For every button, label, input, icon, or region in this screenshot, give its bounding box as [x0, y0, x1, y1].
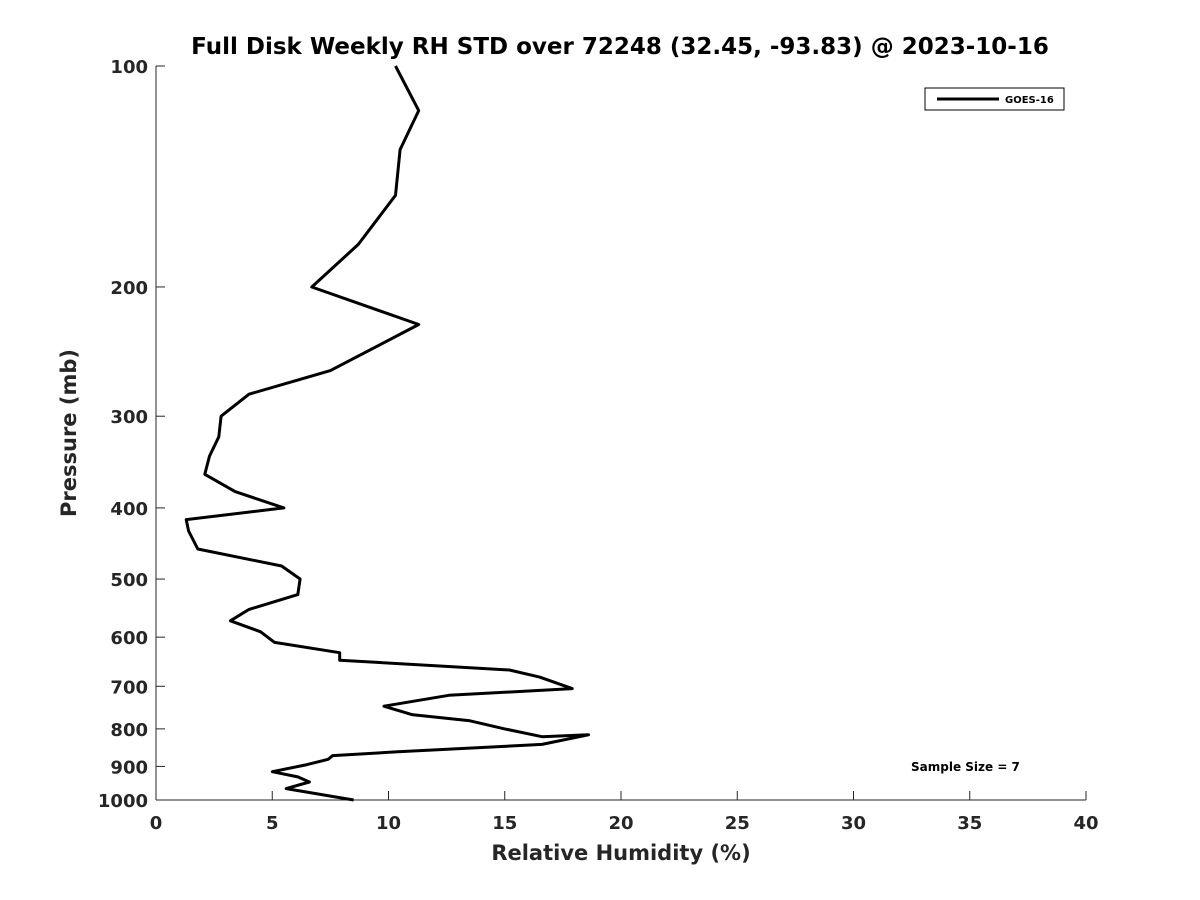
y-ticks: 100 200 300 400 500 600 700 800 900 1000 — [98, 57, 165, 812]
y-tick-label: 600 — [110, 628, 148, 649]
x-tick-label: 20 — [608, 813, 633, 834]
y-tick-label: 900 — [110, 757, 148, 778]
y-tick-label: 1000 — [98, 791, 148, 812]
x-axis-label: Relative Humidity (%) — [491, 841, 750, 865]
x-tick-label: 0 — [150, 813, 163, 834]
y-tick-label: 800 — [110, 720, 148, 741]
x-tick-label: 10 — [376, 813, 401, 834]
x-tick-label: 15 — [492, 813, 517, 834]
x-tick-label: 25 — [725, 813, 750, 834]
x-ticks: 0 5 10 15 20 25 30 35 40 — [150, 791, 1099, 834]
y-tick-label: 700 — [110, 677, 148, 698]
y-tick-label: 300 — [110, 407, 148, 428]
sample-size-annotation: Sample Size = 7 — [911, 760, 1020, 774]
x-tick-label: 35 — [957, 813, 982, 834]
x-tick-label: 5 — [266, 813, 279, 834]
y-axis-label: Pressure (mb) — [57, 349, 81, 517]
y-tick-label: 100 — [110, 57, 148, 78]
series-line-goes-16 — [184, 65, 590, 802]
x-tick-label: 30 — [841, 813, 866, 834]
x-tick-label: 40 — [1073, 813, 1098, 834]
legend: GOES-16 — [924, 87, 1065, 111]
y-tick-label: 200 — [110, 278, 148, 299]
series-group — [184, 65, 590, 802]
y-tick-label: 400 — [110, 499, 148, 520]
y-tick-label: 500 — [110, 570, 148, 591]
legend-label-goes-16: GOES-16 — [1005, 95, 1054, 106]
chart-title: Full Disk Weekly RH STD over 72248 (32.4… — [191, 34, 1049, 60]
